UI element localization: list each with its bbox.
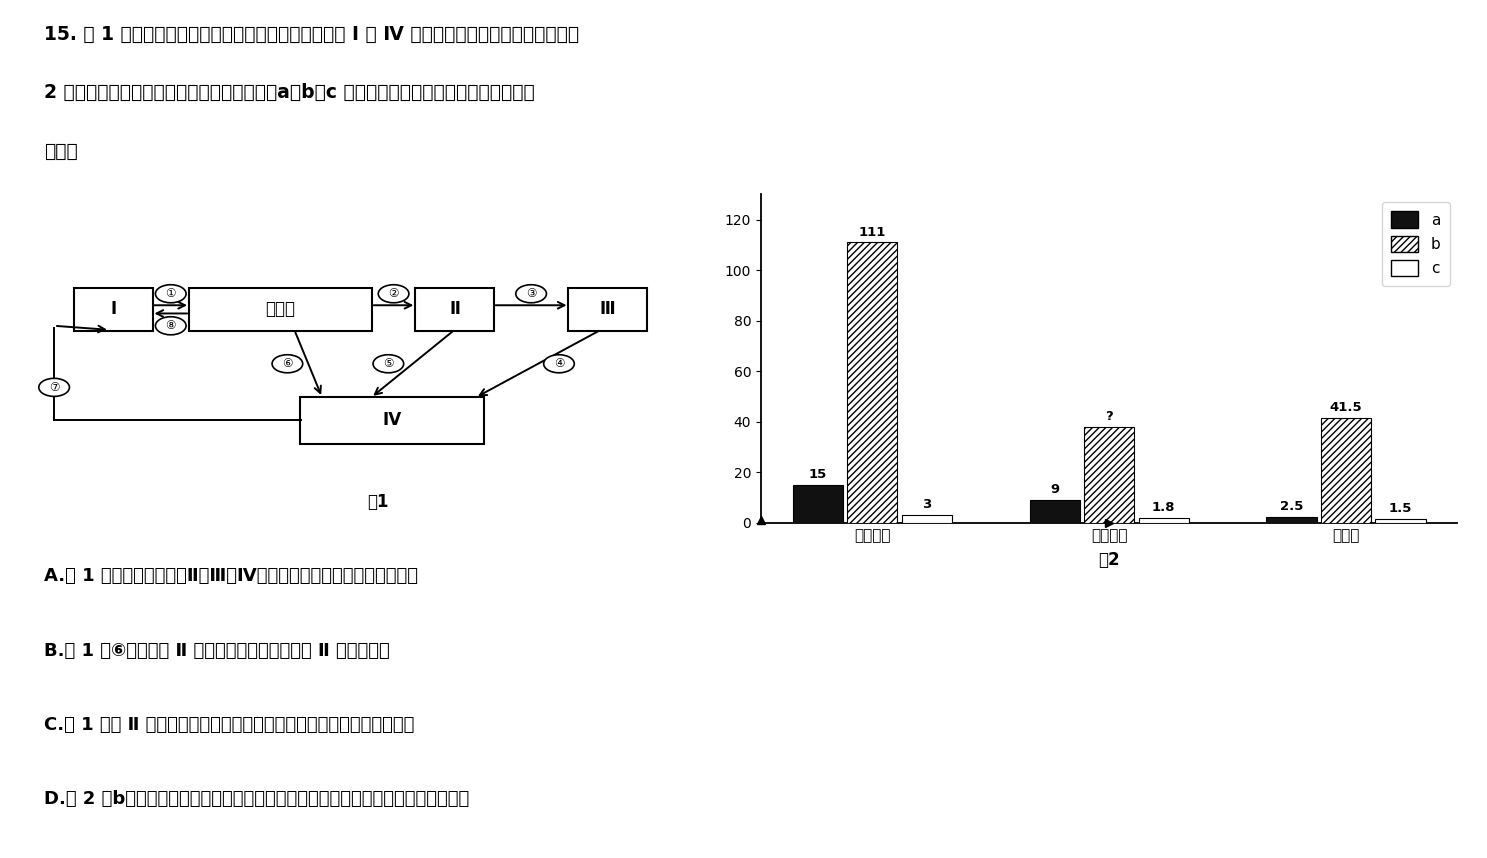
Bar [901, 516, 952, 523]
Text: 41.5: 41.5 [1329, 402, 1362, 414]
Text: 111: 111 [858, 226, 886, 239]
Text: C.图 1 所示 Ⅱ 的能量流动去向缺少呼吸作用中以热能的形式散失的部分: C.图 1 所示 Ⅱ 的能量流动去向缺少呼吸作用中以热能的形式散失的部分 [45, 716, 415, 734]
Text: 图1: 图1 [367, 493, 388, 511]
Text: 1.5: 1.5 [1389, 502, 1413, 516]
Text: 15: 15 [809, 468, 827, 481]
Text: Ⅱ: Ⅱ [449, 300, 459, 318]
FancyBboxPatch shape [189, 288, 372, 330]
Circle shape [156, 317, 186, 335]
Text: Ⅲ: Ⅲ [599, 300, 616, 318]
Text: ⑤: ⑤ [384, 357, 394, 371]
Circle shape [373, 354, 403, 372]
Text: ④: ④ [553, 357, 564, 371]
Text: A.图 1 中能量沿生产者、Ⅱ、Ⅲ和Ⅳ构成的食物链单向流动且逐级递减: A.图 1 中能量沿生产者、Ⅱ、Ⅲ和Ⅳ构成的食物链单向流动且逐级递减 [45, 567, 418, 585]
Circle shape [272, 354, 303, 372]
Circle shape [156, 285, 186, 303]
Text: ⑥: ⑥ [283, 357, 293, 371]
Bar [1267, 517, 1316, 523]
Bar [848, 243, 897, 523]
Bar [793, 485, 843, 523]
Text: ①: ① [165, 287, 175, 300]
FancyBboxPatch shape [300, 396, 483, 444]
FancyBboxPatch shape [74, 288, 153, 330]
Text: ③: ③ [526, 287, 537, 300]
Bar [1320, 418, 1371, 523]
Text: Ⅰ: Ⅰ [110, 300, 116, 318]
Text: 3: 3 [922, 498, 931, 511]
Circle shape [516, 285, 546, 303]
Text: 1.8: 1.8 [1152, 501, 1175, 515]
Text: 生产者: 生产者 [265, 300, 296, 318]
Bar [1029, 500, 1080, 523]
Legend: a, b, c: a, b, c [1381, 202, 1450, 286]
FancyBboxPatch shape [568, 288, 647, 330]
Text: 9: 9 [1050, 483, 1059, 496]
Text: ②: ② [388, 287, 399, 300]
X-axis label: 图2: 图2 [1099, 551, 1120, 569]
Text: D.图 2 中b代表生产者的能量，且该生态系统中能量传递效率随营养级的升高而升高: D.图 2 中b代表生产者的能量，且该生态系统中能量传递效率随营养级的升高而升高 [45, 790, 470, 808]
Text: 2.5: 2.5 [1280, 499, 1303, 513]
Text: ?: ? [1105, 410, 1112, 423]
Circle shape [544, 354, 574, 372]
Text: Ⅳ: Ⅳ [382, 411, 401, 429]
Circle shape [378, 285, 409, 303]
Text: B.图 1 中⑥如果表示 Ⅱ 的粪便中的能量，则属于 Ⅱ 同化的能量: B.图 1 中⑥如果表示 Ⅱ 的粪便中的能量，则属于 Ⅱ 同化的能量 [45, 642, 390, 660]
Bar [1084, 426, 1135, 523]
FancyBboxPatch shape [415, 288, 494, 330]
Text: 15. 图 1 为某草原生态系统中部分碳循环示意图，其中 Ⅰ ～ Ⅳ 代表生态系统的不同组成成分；图: 15. 图 1 为某草原生态系统中部分碳循环示意图，其中 Ⅰ ～ Ⅳ 代表生态系… [45, 25, 578, 44]
Circle shape [39, 378, 70, 396]
Text: ⑧: ⑧ [165, 319, 175, 332]
Bar [1375, 519, 1426, 523]
Text: ⑦: ⑦ [49, 381, 59, 394]
Bar [1139, 518, 1188, 523]
Text: 2 为该生态系统两年内能量流动的部分数据（a、b、c 表示不同的营养级）。下列有关叙述正: 2 为该生态系统两年内能量流动的部分数据（a、b、c 表示不同的营养级）。下列有… [45, 83, 535, 102]
Text: 确的是: 确的是 [45, 142, 77, 161]
